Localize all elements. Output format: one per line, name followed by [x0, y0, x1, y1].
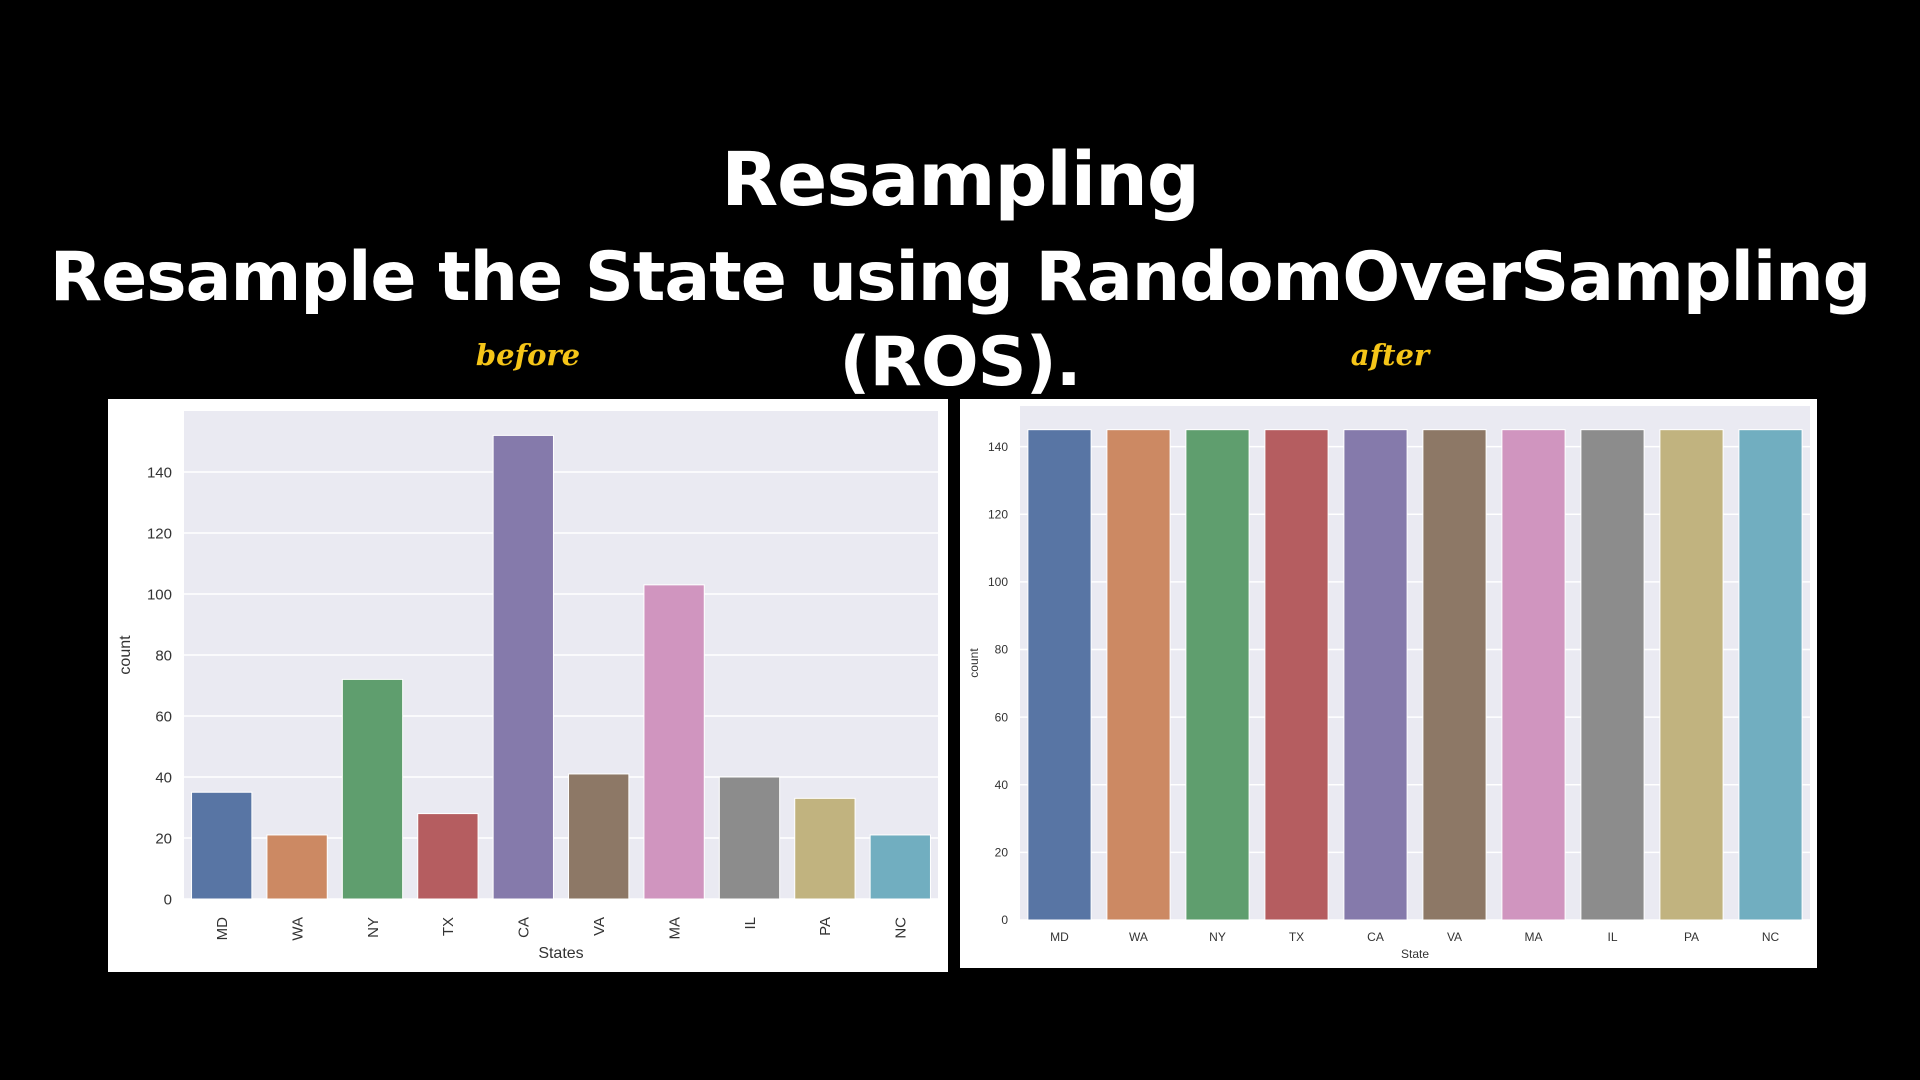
bar-tx: [417, 813, 479, 900]
bar-ca: [1343, 429, 1408, 921]
x-tick-label: CA: [516, 917, 533, 938]
before-chart-panel: 0 20 40 60 80 100 120 140 MD WA NY TX CA VA MA IL PA NC St…: [108, 399, 948, 972]
before-bar-chart: 0 20 40 60 80 100 120 140 MD WA NY TX CA VA MA IL PA NC St…: [117, 411, 938, 962]
x-tick-label: MD: [1050, 930, 1069, 944]
x-tick-label: MA: [666, 917, 683, 940]
bar-wa: [266, 834, 328, 900]
bar-va: [1422, 429, 1487, 921]
y-tick-label: 60: [995, 710, 1009, 724]
bar-va: [568, 773, 630, 900]
y-tick-label: 80: [995, 643, 1009, 657]
after-chart-panel: 0 20 40 60 80 100 120 140 MD WA NY TX CA VA MA IL PA NC St…: [960, 399, 1817, 968]
x-tick-label: CA: [1367, 930, 1384, 944]
bar-nc: [869, 834, 931, 900]
bar-ca: [492, 434, 554, 900]
x-tick-label: WA: [289, 917, 306, 941]
bar-md: [191, 791, 253, 900]
x-tick-label: NC: [1762, 930, 1780, 944]
slide-title: Resampling: [721, 137, 1200, 223]
bar-wa: [1106, 429, 1171, 921]
y-tick-label: 40: [995, 778, 1009, 792]
x-tick-label: PA: [817, 917, 834, 936]
y-tick-label: 60: [155, 708, 172, 725]
y-tick-label: 80: [155, 647, 172, 664]
x-axis-label: States: [538, 945, 583, 962]
bar-il: [718, 776, 781, 900]
x-tick-label: NC: [893, 917, 910, 939]
x-tick-label: VA: [591, 917, 608, 936]
y-tick-label: 120: [988, 507, 1008, 521]
x-axis-label: State: [1401, 947, 1429, 961]
y-tick-label: 100: [147, 586, 172, 603]
x-tick-label: TX: [440, 917, 457, 936]
y-tick-label: 120: [147, 525, 172, 542]
after-bar-chart: 0 20 40 60 80 100 120 140 MD WA NY TX CA VA MA IL PA NC St…: [967, 406, 1810, 961]
y-tick-label: 40: [155, 769, 172, 786]
x-tick-label: PA: [1684, 930, 1699, 944]
bar-ma: [1501, 429, 1566, 921]
y-tick-label: 0: [1001, 913, 1008, 927]
bar-ny: [1185, 429, 1250, 921]
bar-pa: [1659, 429, 1724, 921]
y-tick-label: 20: [995, 846, 1009, 860]
x-tick-label: IL: [742, 917, 759, 930]
y-tick-label: 140: [988, 440, 1008, 454]
y-tick-label: 140: [147, 464, 172, 481]
bar-il: [1580, 429, 1645, 921]
y-tick-label: 0: [164, 891, 172, 908]
bar-nc: [1738, 429, 1803, 921]
y-axis-label: count: [117, 635, 134, 675]
after-label: after: [1350, 338, 1430, 372]
x-tick-label: TX: [1289, 930, 1304, 944]
x-tick-label: WA: [1129, 930, 1148, 944]
x-tick-label: VA: [1447, 930, 1462, 944]
bar-tx: [1264, 429, 1329, 921]
x-tick-label: MA: [1525, 930, 1543, 944]
x-tick-label: NY: [365, 917, 382, 938]
x-tick-label: NY: [1209, 930, 1226, 944]
bar-md: [1027, 429, 1092, 921]
slide-subtitle: Resample the State using RandomOverSampl…: [49, 238, 1872, 402]
x-tick-label: IL: [1607, 930, 1617, 944]
bar-ny: [341, 678, 404, 900]
x-tick-label: MD: [214, 917, 231, 940]
bar-ma: [643, 584, 705, 900]
bar-pa: [794, 797, 856, 900]
before-label: before: [475, 338, 581, 372]
y-axis-label: count: [967, 648, 981, 678]
y-tick-label: 100: [988, 575, 1008, 589]
y-tick-label: 20: [155, 830, 172, 847]
